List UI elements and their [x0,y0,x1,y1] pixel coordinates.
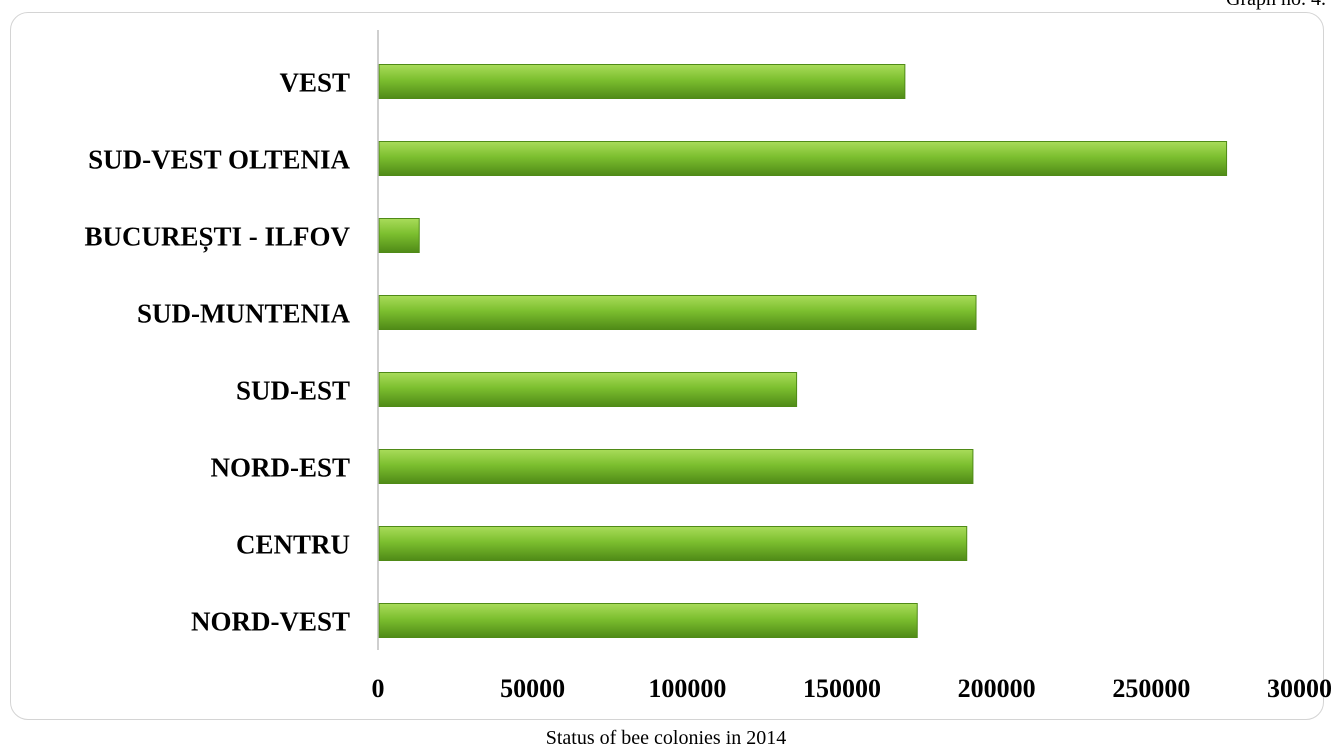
bar-nord-est [378,449,974,484]
x-tick-label: 300000 [1267,674,1332,703]
bar-sud-vest-oltenia [378,141,1228,176]
bar-chart: NORD-VEST CENTRU NORD-EST SUD-EST SUD-MUNTEN… [84,30,1332,703]
x-tick-label: 200000 [958,674,1036,703]
bar-nord-vest [378,603,918,638]
category-label: SUD-EST [236,376,350,406]
category-label: VEST [279,68,350,98]
bar-sud-muntenia [378,295,977,330]
category-label: NORD-VEST [191,607,350,637]
category-label: BUCUREȘTI - ILFOV [84,222,350,253]
category-label: SUD-VEST OLTENIA [88,145,350,175]
bar-bucure-ti-ilfov [378,218,420,253]
bar-centru [378,526,968,561]
chart-frame [10,12,1324,720]
graph-number-label: Graph no. 4. [1226,0,1326,11]
x-axis-tick-labels: 0 50000 100000 150000 200000 250000 300000 [372,674,1332,703]
bars-layer [378,64,1228,638]
x-tick-label: 100000 [648,674,726,703]
category-label: NORD-EST [210,453,350,483]
category-label: SUD-MUNTENIA [137,299,351,329]
x-tick-label: 250000 [1112,674,1190,703]
category-labels: NORD-VEST CENTRU NORD-EST SUD-EST SUD-MUNTEN… [84,68,350,637]
bar-vest [378,64,906,99]
figure-caption: Status of bee colonies in 2014 [545,727,787,749]
x-tick-label: 0 [372,674,385,703]
x-tick-label: 50000 [500,674,565,703]
category-label: CENTRU [236,530,350,560]
x-tick-label: 150000 [803,674,881,703]
bar-sud-est [378,372,798,407]
